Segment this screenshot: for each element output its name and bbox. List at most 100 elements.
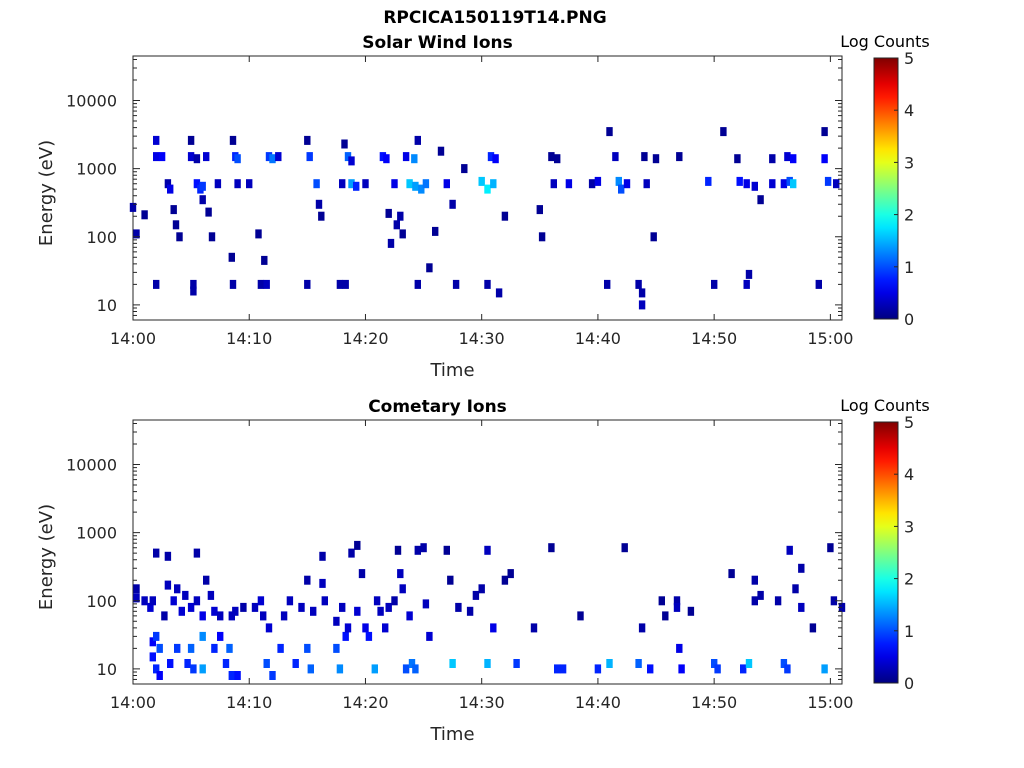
data-cell — [313, 179, 320, 189]
data-cell — [141, 596, 148, 606]
data-cell — [484, 659, 491, 668]
data-cell — [174, 643, 181, 653]
data-cell — [203, 152, 210, 162]
data-cell — [658, 596, 665, 606]
data-cell — [774, 596, 782, 606]
data-cell — [336, 279, 344, 289]
data-cell — [199, 195, 206, 205]
colorbar-tick-label: 5 — [904, 49, 914, 68]
data-cell — [594, 176, 602, 186]
colorbar-tick-label: 0 — [904, 674, 914, 693]
data-cell — [348, 156, 355, 166]
y-tick-label: 10000 — [66, 92, 117, 111]
data-cell — [705, 176, 712, 186]
data-cell — [641, 152, 648, 162]
data-cell — [478, 584, 485, 594]
data-cell — [153, 135, 160, 145]
data-cell — [211, 643, 218, 653]
data-cell — [133, 584, 140, 594]
data-cell — [743, 279, 750, 289]
data-cell — [678, 664, 685, 674]
data-cell — [443, 179, 450, 189]
data-cell — [321, 596, 328, 606]
y-axis-label: Energy (eV) — [36, 140, 57, 246]
data-cell — [307, 664, 314, 674]
data-cell — [275, 152, 282, 162]
data-cell — [257, 596, 265, 606]
data-cell — [304, 135, 311, 145]
data-cell — [615, 176, 622, 186]
y-tick-label: 100 — [86, 592, 117, 611]
data-cell — [199, 664, 206, 674]
data-cell — [187, 152, 195, 162]
x-tick-label: 14:10 — [226, 329, 272, 348]
data-cell — [635, 279, 642, 289]
data-cell — [530, 623, 538, 633]
x-tick-label: 14:20 — [342, 329, 388, 348]
data-cell — [211, 606, 218, 616]
data-cell — [153, 631, 160, 641]
data-cell — [452, 279, 460, 289]
data-cell — [638, 288, 646, 298]
data-cell — [319, 551, 326, 561]
data-cell — [673, 596, 681, 606]
data-cell — [228, 611, 235, 621]
colorbar-tick-label: 4 — [904, 465, 914, 484]
data-cell — [461, 164, 468, 174]
x-tick-label: 14:00 — [110, 329, 156, 348]
data-cell — [745, 269, 753, 279]
y-tick-label: 1000 — [76, 524, 117, 543]
data-cell — [484, 545, 491, 555]
colorbar-tick-label: 0 — [904, 310, 914, 329]
data-cell — [711, 659, 718, 668]
data-cell — [383, 154, 390, 164]
data-cell — [182, 590, 189, 600]
x-tick-label: 14:40 — [575, 693, 621, 712]
data-cell — [269, 671, 276, 680]
data-cell — [382, 623, 389, 633]
data-cell — [261, 255, 268, 265]
data-cell — [638, 300, 646, 310]
data-cell — [495, 288, 503, 298]
data-cell — [153, 152, 160, 162]
data-cell — [588, 179, 596, 189]
data-cell — [548, 152, 555, 162]
data-cell — [784, 152, 791, 162]
data-cell — [190, 664, 197, 674]
panel-title: Solar Wind Ions — [362, 33, 513, 53]
data-cell — [263, 279, 270, 289]
data-cell — [193, 548, 201, 558]
x-tick-label: 14:00 — [110, 693, 156, 712]
data-cell — [129, 202, 137, 212]
data-cell — [393, 220, 400, 230]
data-cell — [798, 602, 805, 612]
colorbar-tick-label: 2 — [904, 570, 914, 589]
data-cell — [780, 179, 788, 189]
data-cell — [784, 664, 791, 674]
data-cell — [240, 602, 247, 612]
colorbar-label: Log Counts — [840, 32, 930, 51]
data-cell — [408, 659, 416, 668]
data-cell — [167, 184, 174, 194]
x-tick-label: 14:10 — [226, 693, 272, 712]
data-cell — [394, 545, 402, 555]
data-cell — [174, 584, 181, 594]
data-cell — [304, 279, 311, 289]
data-cell — [623, 179, 631, 189]
data-cell — [827, 543, 834, 553]
data-cell — [339, 179, 346, 189]
data-cell — [714, 664, 721, 674]
x-tick-label: 15:00 — [807, 329, 853, 348]
data-cell — [418, 184, 425, 194]
data-cell — [149, 652, 156, 662]
data-cell — [348, 179, 355, 189]
data-cell — [153, 664, 160, 674]
data-cell — [594, 664, 602, 674]
data-cell — [387, 238, 395, 248]
data-cell — [318, 211, 325, 221]
data-cell — [490, 623, 497, 633]
x-tick-label: 14:20 — [342, 693, 388, 712]
data-cell — [156, 671, 163, 680]
data-cell — [286, 596, 294, 606]
data-cell — [406, 611, 413, 621]
